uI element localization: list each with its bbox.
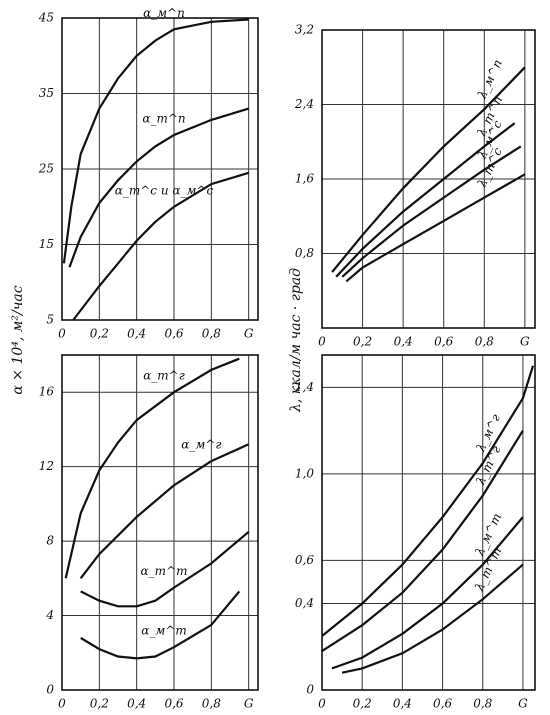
x-tick-label: 0,2 [353,697,372,711]
x-tick-label: 0,8 [202,697,221,711]
plot-frame [321,29,536,329]
x-tick-label: 0,8 [202,327,221,341]
series-label: α_м^т [141,624,187,638]
line [72,171,250,321]
y-tick-label: 15 [39,237,54,251]
x-tick-label: 0,2 [90,697,109,711]
series-label: α_м^п [143,6,185,20]
y-tick-label: 1,0 [295,466,314,480]
y-tick-label: 4 [45,608,54,622]
series-label: α_т^г [143,369,185,383]
series-label: α_т^п [142,112,185,126]
y-tick-label: 45 [38,11,54,25]
line [79,443,250,579]
y-tick-label: 2,4 [294,97,314,111]
y-tick-label: 8 [46,534,54,548]
plot-frame [61,17,259,321]
x-tick-label: 0,6 [434,335,453,349]
x-tick-label: 0,2 [353,335,372,349]
x-tick-label: 0,4 [393,697,412,711]
y-tick-label: 0,4 [295,596,314,610]
y-axis-label: λ, ккал/м час · град [288,268,304,413]
x-tick-label: 0 [318,697,326,711]
line [68,107,250,268]
series-label: λ_м^п [474,57,505,101]
line [331,66,526,273]
x-tick-label: 0 [318,335,326,349]
y-tick-label: 3,2 [295,23,314,37]
x-tick-label: 0,6 [164,697,183,711]
y-tick-label: 1,6 [295,172,314,186]
x-tick-label: G [244,697,254,711]
x-tick-label: 0,4 [127,697,146,711]
line [62,18,249,264]
line [335,122,516,278]
line [80,530,250,608]
x-tick-label: G [244,327,254,341]
line [345,173,526,283]
line [321,365,535,637]
y-tick-label: 25 [38,162,54,176]
series-label: α_т^с и α_м^с [115,183,214,197]
y-tick-label: 0,6 [295,553,314,567]
series-label: α_м^г [181,438,221,452]
x-tick-label: 0,8 [475,335,494,349]
y-axis-label: α × 10⁴, м²/час [10,285,26,394]
x-tick-label: G [518,697,528,711]
x-tick-label: G [520,335,530,349]
plot-frame [61,354,259,691]
x-tick-label: 0,6 [164,327,183,341]
y-tick-label: 12 [39,459,54,473]
line [64,357,240,579]
y-tick-label: 0 [306,683,314,697]
y-tick-label: 16 [39,385,55,399]
line [341,563,524,674]
y-tick-label: 1,4 [295,380,314,394]
x-tick-label: 0 [58,327,66,341]
line [321,430,524,653]
y-tick-label: 0,8 [295,246,314,260]
x-tick-label: 0,6 [433,697,452,711]
line [341,145,522,278]
line [331,516,524,670]
x-tick-label: 0 [58,697,66,711]
y-tick-label: 0 [46,683,54,697]
y-tick-label: 35 [39,86,54,100]
x-tick-label: 0,8 [473,697,492,711]
series-label: α_т^т [141,564,188,578]
plot-frame [321,354,536,691]
x-tick-label: 0,4 [127,327,146,341]
y-tick-label: 5 [46,313,54,327]
x-tick-label: 0,4 [394,335,413,349]
line [80,590,241,660]
x-tick-label: 0,2 [90,327,109,341]
